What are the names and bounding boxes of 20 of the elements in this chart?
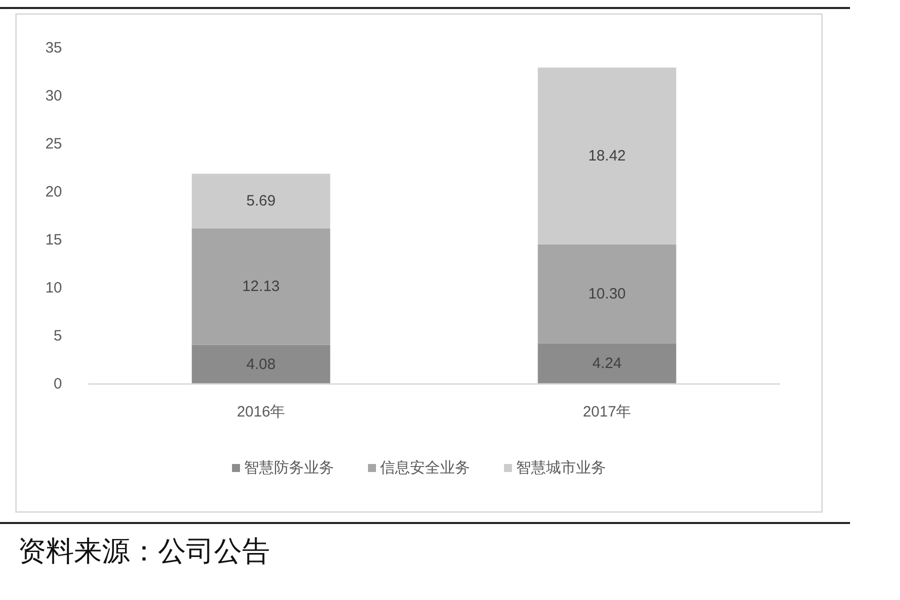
data-label: 4.08 (246, 356, 276, 373)
y-tick-label: 20 (45, 184, 62, 200)
legend-label: 智慧防务业务 (244, 460, 334, 476)
y-tick-label: 35 (45, 40, 62, 56)
legend-label: 智慧城市业务 (516, 460, 606, 476)
y-tick-label: 10 (45, 280, 62, 296)
data-label: 10.30 (588, 285, 626, 302)
source-note: 资料来源：公司公告 (18, 536, 270, 568)
data-label: 18.42 (588, 148, 626, 164)
y-tick-label: 0 (54, 376, 62, 392)
legend-label: 信息安全业务 (380, 460, 470, 476)
data-label: 4.24 (592, 355, 622, 372)
y-tick-label: 30 (45, 88, 62, 104)
data-label: 12.13 (242, 278, 280, 296)
x-tick-label: 2016年 (236, 404, 286, 420)
y-tick-label: 25 (45, 136, 62, 152)
x-tick-label: 2017年 (582, 404, 632, 420)
data-label: 5.69 (246, 192, 276, 210)
y-tick-label: 5 (54, 328, 62, 344)
y-tick-label: 15 (45, 232, 62, 248)
